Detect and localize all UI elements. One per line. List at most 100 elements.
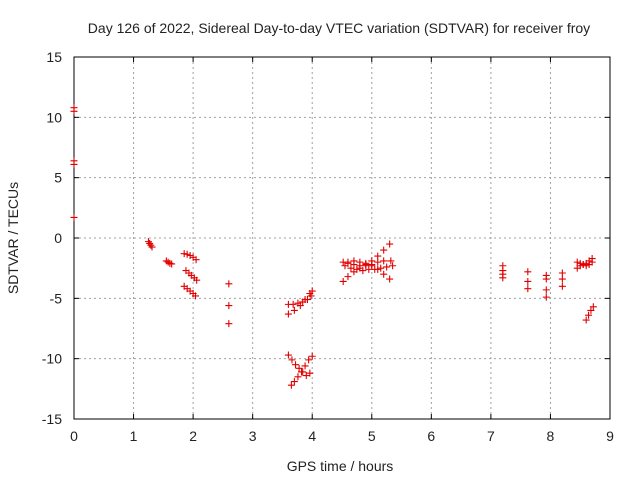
- data-point-marker: [353, 265, 361, 273]
- data-point-marker: [558, 282, 566, 290]
- x-tick-label: 4: [308, 428, 316, 444]
- data-point-marker: [344, 258, 352, 266]
- data-point-marker: [292, 361, 300, 369]
- data-point-marker: [579, 261, 587, 269]
- data-point-marker: [298, 368, 306, 376]
- data-point-marker: [542, 293, 550, 301]
- x-tick-label: 9: [606, 428, 614, 444]
- y-tick-label: 15: [46, 49, 62, 65]
- data-point-marker: [383, 263, 391, 271]
- data-point-marker: [377, 264, 385, 272]
- data-point-marker: [225, 280, 233, 288]
- data-point-marker: [365, 265, 373, 273]
- x-axis-label: GPS time / hours: [287, 458, 394, 474]
- data-point-marker: [387, 257, 395, 265]
- axis-ticks: 0 1 2 3 4 5 6 7 8 9 15 10 5 0 -5 -10 -15: [42, 49, 614, 444]
- data-point-marker: [341, 262, 349, 270]
- y-tick-label: 0: [54, 230, 62, 246]
- data-point-marker: [386, 275, 394, 283]
- y-tick-label: -15: [42, 411, 62, 427]
- data-point-marker: [288, 356, 296, 364]
- data-point-marker: [344, 273, 352, 281]
- data-point-marker: [302, 372, 310, 380]
- x-tick-label: 6: [427, 428, 435, 444]
- data-point-marker: [284, 310, 292, 318]
- data-point-marker: [582, 262, 590, 270]
- data-point-marker: [308, 287, 316, 295]
- data-point-marker: [284, 351, 292, 359]
- data-point-marker: [380, 270, 388, 278]
- data-point-marker: [585, 311, 593, 319]
- data-point-marker: [225, 302, 233, 310]
- data-point-marker: [70, 107, 78, 115]
- data-point-marker: [542, 275, 550, 283]
- x-tick-label: 5: [368, 428, 376, 444]
- data-point-marker: [350, 257, 358, 265]
- data-point-marker: [576, 259, 584, 267]
- data-point-marker: [499, 274, 507, 282]
- data-point-marker: [380, 257, 388, 265]
- data-point-marker: [225, 320, 233, 328]
- y-tick-label: -10: [42, 351, 62, 367]
- data-point-marker: [308, 352, 316, 360]
- grid-lines: [74, 57, 610, 419]
- x-tick-label: 2: [189, 428, 197, 444]
- data-point-marker: [290, 306, 298, 314]
- data-point-marker: [168, 260, 176, 268]
- data-point-marker: [301, 296, 309, 304]
- data-point-marker: [524, 277, 532, 285]
- data-point-marker: [294, 373, 302, 381]
- data-point-marker: [180, 250, 188, 258]
- data-point-marker: [374, 252, 382, 260]
- y-tick-label: -5: [50, 290, 63, 306]
- data-point-marker: [558, 269, 566, 277]
- data-point-marker: [587, 306, 595, 314]
- data-point-marker: [339, 277, 347, 285]
- y-tick-label: 5: [54, 170, 62, 186]
- x-tick-label: 1: [130, 428, 138, 444]
- data-point-marker: [368, 262, 376, 270]
- data-point-marker: [305, 356, 313, 364]
- data-point-marker: [193, 276, 201, 284]
- data-point-marker: [589, 303, 597, 311]
- data-point-marker: [374, 258, 382, 266]
- data-point-marker: [389, 262, 397, 270]
- data-point-marker: [164, 258, 172, 266]
- data-point-marker: [573, 258, 581, 266]
- data-point-marker: [386, 240, 394, 248]
- data-point-marker: [295, 364, 303, 372]
- data-point-marker: [524, 285, 532, 293]
- y-axis-label: SDTVAR / TECUs: [5, 182, 21, 294]
- y-tick-label: 10: [46, 109, 62, 125]
- data-point-marker: [306, 369, 314, 377]
- data-point-marker: [289, 300, 297, 308]
- data-point-marker: [192, 256, 200, 264]
- data-point-marker: [183, 250, 191, 258]
- data-point-marker: [524, 268, 532, 276]
- data-points: [70, 104, 597, 389]
- data-point-marker: [70, 160, 78, 168]
- x-tick-label: 7: [487, 428, 495, 444]
- data-point-marker: [362, 259, 370, 267]
- x-tick-label: 8: [547, 428, 555, 444]
- data-point-marker: [356, 258, 364, 266]
- data-point-marker: [301, 362, 309, 370]
- data-point-marker: [347, 264, 355, 272]
- data-point-marker: [374, 265, 382, 273]
- data-point-marker: [380, 246, 388, 254]
- data-point-marker: [290, 378, 298, 386]
- data-point-marker: [70, 213, 78, 221]
- data-point-marker: [296, 302, 304, 310]
- chart-title: Day 126 of 2022, Sidereal Day-to-day VTE…: [88, 20, 590, 36]
- data-point-marker: [359, 267, 367, 275]
- x-tick-label: 3: [249, 428, 257, 444]
- data-point-marker: [588, 258, 596, 266]
- data-point-marker: [148, 243, 156, 251]
- data-point-marker: [582, 316, 590, 324]
- data-point-marker: [558, 275, 566, 283]
- data-point-marker: [542, 286, 550, 294]
- data-point-marker: [287, 381, 295, 389]
- x-tick-label: 0: [70, 428, 78, 444]
- data-point-marker: [191, 292, 199, 300]
